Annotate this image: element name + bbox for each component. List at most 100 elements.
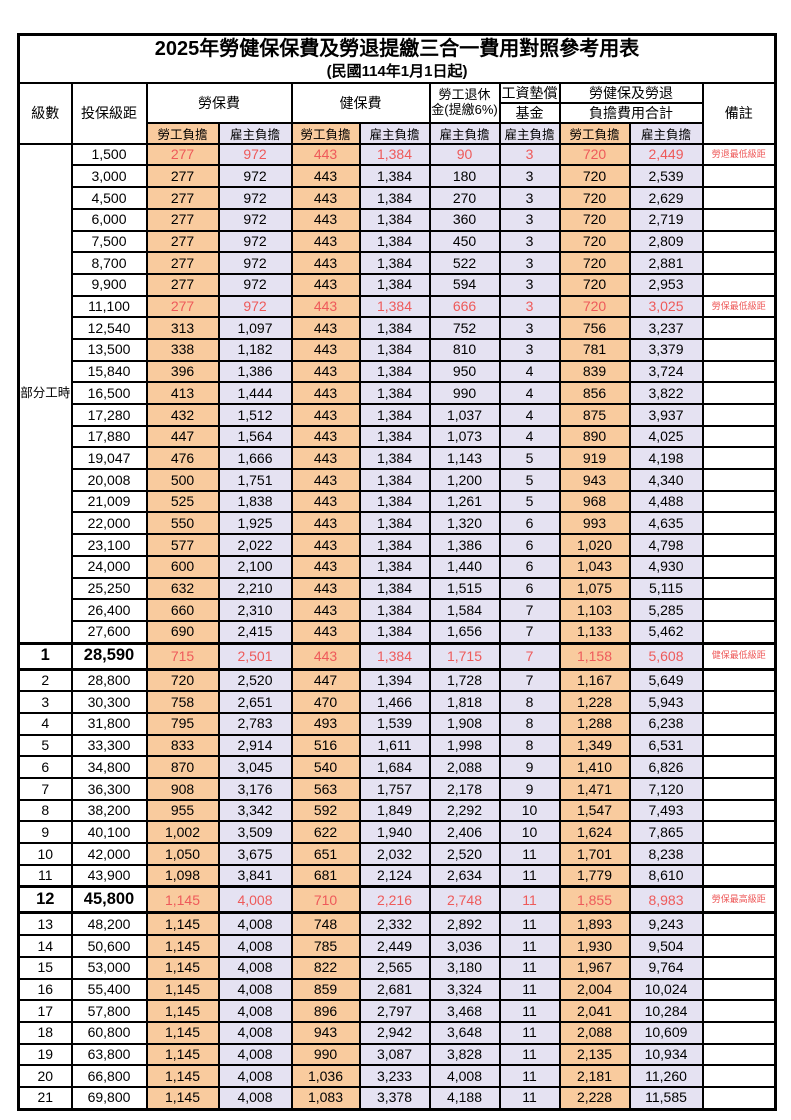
wage-fund-cell: 8	[498, 690, 561, 714]
salary-cell: 1,500	[70, 142, 148, 167]
remark-cell	[701, 446, 777, 471]
salary-cell: 53,000	[70, 955, 148, 980]
total-employee-cell: 968	[558, 489, 631, 514]
table-row: 15 53,000 1,145 4,008 822 2,565 3,180 11 1,967 9,…	[17, 955, 777, 980]
health-employee-cell: 443	[290, 576, 361, 601]
health-employee-cell: 748	[290, 911, 361, 937]
total-employer-cell: 9,243	[628, 911, 704, 937]
health-employer-cell: 1,384	[358, 251, 431, 275]
wage-fund-cell: 11	[498, 911, 561, 937]
pension-cell: 2,892	[428, 911, 501, 937]
total-employer-cell: 4,198	[628, 446, 704, 471]
remark-cell	[701, 316, 777, 340]
salary-cell: 3,000	[70, 164, 148, 189]
pension-cell: 1,715	[428, 641, 501, 671]
wage-fund-cell: 8	[498, 711, 561, 736]
health-employer-cell: 1,849	[358, 798, 431, 823]
subheader-pension-employer: 雇主負擔	[428, 121, 501, 145]
health-employer-cell: 1,384	[358, 489, 431, 514]
remark-cell	[701, 511, 777, 536]
labor-employer-cell: 3,509	[217, 820, 293, 845]
labor-employee-cell: 870	[145, 755, 220, 779]
total-employee-cell: 2,041	[558, 999, 631, 1023]
health-employer-cell: 2,032	[358, 842, 431, 866]
total-employee-cell: 839	[558, 359, 631, 384]
level-cell: 13	[17, 911, 73, 937]
pension-cell: 3,036	[428, 934, 501, 958]
remark-cell: 健保最低級距	[701, 641, 777, 671]
table-row: 6 34,800 870 3,045 540 1,684 2,088 9 1,410 6,826	[17, 755, 777, 779]
header-row-group2: 基金 負擔費用合計	[19, 101, 776, 124]
labor-employer-cell: 1,386	[217, 359, 293, 384]
table-row: 23,100 577 2,022 443 1,384 1,386 6 1,020 4,798	[19, 533, 777, 557]
remark-cell: 勞保最低級距	[701, 294, 777, 319]
labor-employee-cell: 476	[145, 446, 220, 471]
level-cell: 14	[17, 934, 73, 958]
labor-employer-cell: 3,675	[217, 842, 293, 866]
health-employee-cell: 443	[290, 207, 361, 232]
health-employee-cell: 785	[290, 934, 361, 958]
level-cell: 3	[17, 690, 73, 714]
pension-cell: 3,180	[428, 955, 501, 980]
table-row: 9 40,100 1,002 3,509 622 1,940 2,406 10 1,624 7,8…	[17, 820, 777, 845]
total-employee-cell: 720	[558, 294, 631, 319]
health-employer-cell: 1,466	[358, 690, 431, 714]
total-employee-cell: 720	[558, 186, 631, 210]
labor-employee-cell: 447	[145, 424, 220, 449]
labor-employee-cell: 632	[145, 576, 220, 601]
total-employer-cell: 8,610	[628, 863, 704, 888]
health-employee-cell: 563	[290, 777, 361, 801]
labor-employer-cell: 972	[217, 142, 293, 167]
labor-employer-cell: 3,045	[217, 755, 293, 779]
remark-cell	[701, 711, 777, 736]
table-row: 16,500 413 1,444 443 1,384 990 4 856 3,822	[19, 381, 777, 405]
salary-cell: 21,009	[70, 489, 148, 514]
health-employee-cell: 443	[290, 229, 361, 254]
wage-fund-cell: 3	[498, 142, 561, 167]
level-cell: 7	[17, 777, 73, 801]
total-employer-cell: 5,943	[628, 690, 704, 714]
labor-employer-cell: 2,783	[217, 711, 293, 736]
remark-cell	[701, 598, 777, 622]
col-header-pension: 勞工退休 金(提繳6%)	[428, 81, 501, 124]
table-row: 12,540 313 1,097 443 1,384 752 3 756 3,237	[19, 316, 777, 340]
health-employer-cell: 1,384	[358, 142, 431, 167]
total-employee-cell: 1,228	[558, 690, 631, 714]
pension-cell: 1,998	[428, 733, 501, 758]
table-row: 14 50,600 1,145 4,008 785 2,449 3,036 11 1,930 9,…	[17, 934, 777, 958]
col-header-wage-fund-bottom: 基金	[498, 101, 561, 124]
pension-cell: 1,728	[428, 668, 501, 693]
labor-employee-cell: 1,002	[145, 820, 220, 845]
level-cell: 12	[17, 885, 73, 915]
labor-employee-cell: 432	[145, 403, 220, 427]
col-header-remark: 備註	[701, 81, 777, 145]
labor-employer-cell: 2,415	[217, 619, 293, 645]
health-employer-cell: 2,797	[358, 999, 431, 1023]
labor-employee-cell: 1,145	[145, 999, 220, 1023]
health-employee-cell: 443	[290, 186, 361, 210]
health-employer-cell: 1,940	[358, 820, 431, 845]
wage-fund-cell: 7	[498, 619, 561, 645]
pension-cell: 990	[428, 381, 501, 405]
health-employee-cell: 443	[290, 403, 361, 427]
table-row: 26,400 660 2,310 443 1,384 1,584 7 1,103 5,285	[19, 598, 777, 622]
labor-employee-cell: 758	[145, 690, 220, 714]
wage-fund-cell: 5	[498, 446, 561, 471]
total-employer-cell: 2,719	[628, 207, 704, 232]
total-employer-cell: 4,025	[628, 424, 704, 449]
labor-employee-cell: 1,145	[145, 977, 220, 1002]
health-employer-cell: 2,942	[358, 1020, 431, 1045]
health-employee-cell: 516	[290, 733, 361, 758]
pension-cell: 3,648	[428, 1020, 501, 1045]
total-employee-cell: 1,133	[558, 619, 631, 645]
health-employer-cell: 1,384	[358, 316, 431, 340]
remark-cell	[701, 911, 777, 937]
wage-fund-cell: 3	[498, 207, 561, 232]
pension-cell: 4,188	[428, 1085, 501, 1111]
col-header-total-top: 勞健保及勞退	[558, 81, 704, 104]
part-time-label: 部分工時	[17, 142, 73, 645]
table-row: 21,009 525 1,838 443 1,384 1,261 5 968 4,488	[19, 489, 777, 514]
remark-cell	[701, 777, 777, 801]
remark-cell	[701, 755, 777, 779]
labor-employee-cell: 396	[145, 359, 220, 384]
